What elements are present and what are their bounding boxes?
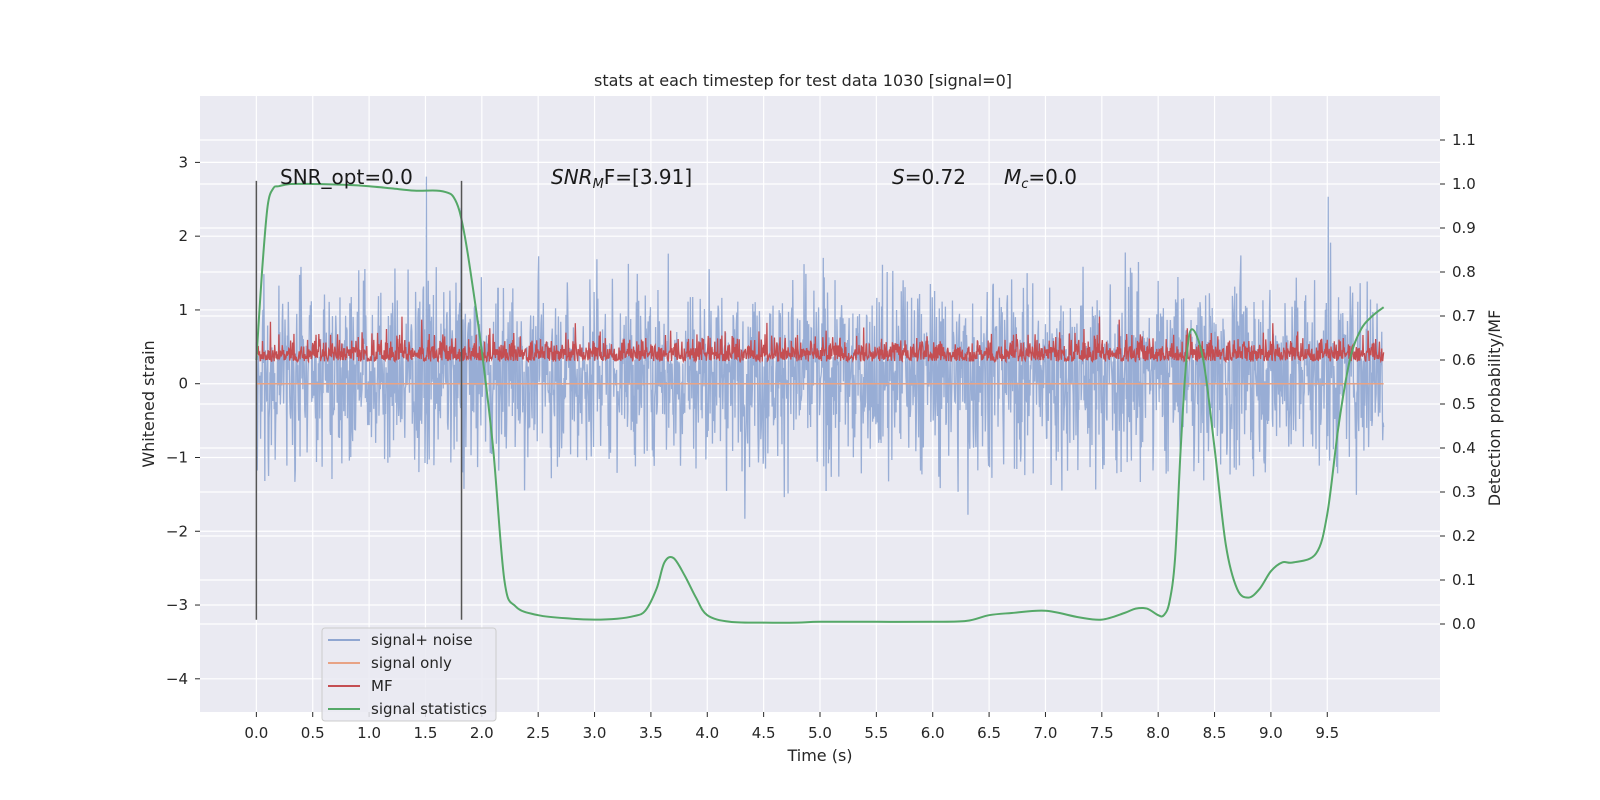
x-tick-label: 2.5 [526, 724, 550, 742]
x-tick-label: 0.0 [244, 724, 268, 742]
y-right-axis-label: Detection probability/MF [1485, 310, 1504, 507]
x-tick-label: 5.0 [808, 724, 832, 742]
annotation-mc: Mc=0.0 [1004, 165, 1077, 192]
x-tick-label: 9.0 [1259, 724, 1283, 742]
y-right-tick-label: 1.1 [1452, 131, 1476, 149]
legend: signal+ noise signal only MF signal stat… [321, 627, 497, 722]
y-right-tick-label: 1.0 [1452, 175, 1476, 193]
x-tick-label: 1.5 [414, 724, 438, 742]
x-tick-label: 8.0 [1146, 724, 1170, 742]
legend-label-signal-noise: signal+ noise [371, 631, 473, 649]
y-tick-label: −3 [166, 596, 188, 614]
y-tick-label: 3 [178, 153, 188, 171]
y-right-tick-label: 0.9 [1452, 219, 1476, 237]
series-signal-statistics [255, 182, 1385, 624]
x-tick-label: 0.5 [301, 724, 325, 742]
y-right-tick-label: 0.5 [1452, 395, 1476, 413]
annotation-s: S=0.72 [892, 165, 966, 189]
x-tick-label: 6.0 [921, 724, 945, 742]
series-layer [255, 176, 1385, 624]
legend-label-mf: MF [371, 677, 393, 695]
y-tick-label: 0 [178, 375, 188, 393]
y-tick-label: 1 [178, 301, 188, 319]
y-right-tick-label: 0.2 [1452, 527, 1476, 545]
y-right-tick-label: 0.1 [1452, 571, 1476, 589]
annotation-mc-sub: c [1021, 177, 1028, 192]
x-tick-label: 4.5 [752, 724, 776, 742]
y-axis-label: Whitened strain [139, 340, 158, 467]
chart-title: stats at each timestep for test data 103… [594, 71, 1012, 90]
x-tick-label: 3.0 [583, 724, 607, 742]
annotation-mc-name: M [1004, 165, 1021, 189]
series-signal-noise [255, 176, 1385, 519]
y-right-tick-label: 0.4 [1452, 439, 1476, 457]
annotations: SNR_opt=0.0 SNRMF=[3.91] S=0.72 Mc=0.0 [280, 165, 1077, 192]
annotation-snr-mf: SNRMF=[3.91] [551, 165, 692, 192]
x-tick-label: 6.5 [977, 724, 1001, 742]
legend-label-signal-statistics: signal statistics [371, 700, 487, 718]
annotation-s-name: S [892, 165, 905, 189]
x-tick-label: 5.5 [864, 724, 888, 742]
annotation-snr-mf-name: SNR [551, 165, 593, 189]
y-right-tick-label: 0.0 [1452, 615, 1476, 633]
y-tick-label: −4 [166, 670, 188, 688]
x-tick-label: 8.5 [1203, 724, 1227, 742]
annotation-s-rest: =0.72 [905, 165, 966, 189]
annotation-snr-mf-sub: M [593, 177, 604, 192]
series-mf [255, 316, 1385, 364]
y-right-tick-label: 0.8 [1452, 263, 1476, 281]
x-tick-label: 9.5 [1315, 724, 1339, 742]
x-tick-label: 7.5 [1090, 724, 1114, 742]
x-tick-label: 3.5 [639, 724, 663, 742]
annotation-snr-opt: SNR_opt=0.0 [280, 165, 413, 189]
y-right-tick-label: 0.6 [1452, 351, 1476, 369]
x-tick-label: 7.0 [1034, 724, 1058, 742]
x-axis-label: Time (s) [786, 746, 852, 765]
x-tick-label: 1.0 [357, 724, 381, 742]
annotation-mc-rest: =0.0 [1028, 165, 1077, 189]
y-tick-label: 2 [178, 227, 188, 245]
y-tick-label: −1 [166, 448, 188, 466]
x-tick-label: 4.0 [695, 724, 719, 742]
ticks: 0.0 0.5 1.0 1.5 2.0 2.5 3.0 3.5 4.0 4.5 5.0 5.5 6.0 6… [166, 131, 1476, 742]
y-right-tick-label: 0.3 [1452, 483, 1476, 501]
annotation-snr-mf-rest: F=[3.91] [604, 165, 692, 189]
legend-label-signal-only: signal only [371, 654, 452, 672]
y-right-tick-label: 0.7 [1452, 307, 1476, 325]
y-tick-label: −2 [166, 522, 188, 540]
vertical-markers [255, 180, 463, 620]
legend-box [321, 627, 497, 722]
x-tick-label: 2.0 [470, 724, 494, 742]
